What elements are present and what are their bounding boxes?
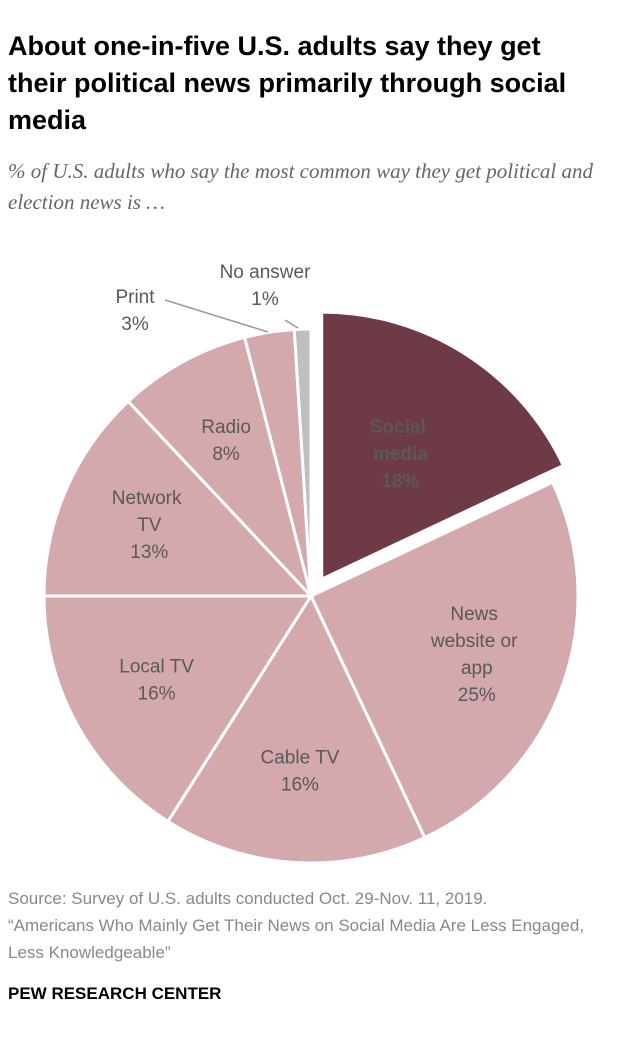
slice-label-line: Network xyxy=(112,488,187,509)
slice-label: No answer xyxy=(220,262,311,283)
slice-label: Cable TV xyxy=(261,747,340,768)
pie-slice xyxy=(126,335,313,598)
slice-label-line: Print xyxy=(115,287,155,308)
slice-label: Network TV xyxy=(112,488,187,536)
value-label: 13% xyxy=(130,542,168,563)
slice-label-line: Local TV xyxy=(119,656,194,677)
value-label: 25% xyxy=(458,685,496,706)
slice-label-line: website or xyxy=(430,631,523,652)
pie-slice xyxy=(42,594,314,824)
slice-label-line: Social xyxy=(370,417,431,438)
value-label: 16% xyxy=(281,774,319,795)
source-line: Source: Survey of U.S. adults conducted … xyxy=(8,889,488,908)
slice-label-line: Radio xyxy=(201,417,251,438)
pie-slice xyxy=(309,480,580,840)
value-label: 16% xyxy=(138,683,176,704)
slice-label: Local TV xyxy=(119,656,194,677)
chart-subtitle: % of U.S. adults who say the most common… xyxy=(8,159,594,214)
slice-label-line: No answer xyxy=(220,262,311,283)
note-line: “Americans Who Mainly Get Their News on … xyxy=(8,916,585,962)
chart: Social media 18% News website or app 25% Cab… xyxy=(42,262,580,865)
value-label: 18% xyxy=(381,471,419,492)
footer: PEW RESEARCH CENTER xyxy=(8,984,222,1003)
slice-label: Social media xyxy=(370,417,431,465)
slice-label-line: TV xyxy=(137,515,162,536)
leader-line xyxy=(284,319,299,329)
source: Source: Survey of U.S. adults conducted … xyxy=(8,885,608,966)
slice-label: Radio xyxy=(201,417,251,438)
slice-label: Print xyxy=(115,287,155,308)
value-label: 1% xyxy=(251,289,279,310)
leader-line xyxy=(164,299,269,333)
value-label: 8% xyxy=(212,444,240,465)
pie-slice xyxy=(165,592,427,865)
pie-slice xyxy=(320,310,566,582)
slice-label-line: app xyxy=(461,658,493,679)
slice-label: News website or app xyxy=(430,604,523,679)
slice-label-line: media xyxy=(373,444,428,465)
slice-label-line: Cable TV xyxy=(261,747,340,768)
pie-slice xyxy=(292,327,313,597)
value-label: 3% xyxy=(121,314,149,335)
slice-label-line: News xyxy=(450,604,503,625)
chart-title: About one-in-five U.S. adults say they g… xyxy=(8,31,567,135)
pie-slice xyxy=(42,399,315,598)
